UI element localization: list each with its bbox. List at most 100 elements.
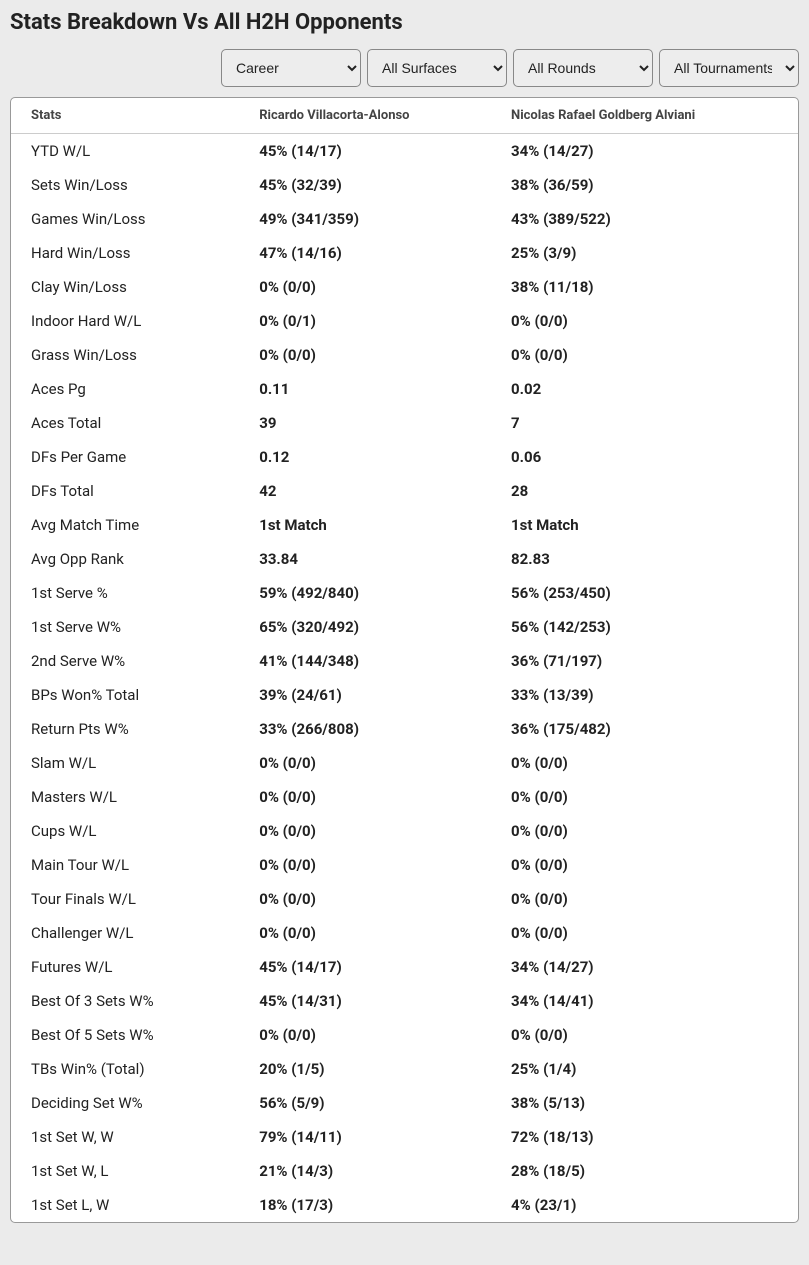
stat-value-player2: 0% (0/0) [491,814,798,848]
stat-label: DFs Per Game [11,440,239,474]
table-row: DFs Per Game0.120.06 [11,440,798,474]
stat-value-player1: 0% (0/0) [239,1018,491,1052]
stat-value-player2: 25% (1/4) [491,1052,798,1086]
stat-value-player1: 0% (0/0) [239,338,491,372]
stat-label: Avg Match Time [11,508,239,542]
filters-row: Career All Surfaces All Rounds All Tourn… [10,49,799,87]
stat-value-player1: 0% (0/0) [239,270,491,304]
stat-value-player2: 0% (0/0) [491,916,798,950]
table-row: 1st Set W, L21% (14/3)28% (18/5) [11,1154,798,1188]
stat-label: Games Win/Loss [11,202,239,236]
stat-label: Clay Win/Loss [11,270,239,304]
col-header-player1: Ricardo Villacorta-Alonso [239,98,491,134]
stat-value-player2: 34% (14/27) [491,950,798,984]
stat-value-player1: 33.84 [239,542,491,576]
stat-label: Cups W/L [11,814,239,848]
stat-label: 1st Set W, W [11,1120,239,1154]
stat-value-player1: 0% (0/0) [239,916,491,950]
stat-value-player1: 45% (14/17) [239,950,491,984]
stat-label: 2nd Serve W% [11,644,239,678]
stat-value-player1: 0% (0/0) [239,882,491,916]
stat-value-player1: 33% (266/808) [239,712,491,746]
stat-label: Best Of 3 Sets W% [11,984,239,1018]
table-row: Deciding Set W%56% (5/9)38% (5/13) [11,1086,798,1120]
stat-label: Deciding Set W% [11,1086,239,1120]
stat-value-player2: 0% (0/0) [491,1018,798,1052]
filter-career[interactable]: Career [221,49,361,87]
stat-value-player2: 38% (36/59) [491,168,798,202]
stat-value-player1: 0.12 [239,440,491,474]
stat-value-player2: 82.83 [491,542,798,576]
stat-value-player2: 34% (14/27) [491,134,798,169]
stat-label: Challenger W/L [11,916,239,950]
table-row: YTD W/L45% (14/17)34% (14/27) [11,134,798,169]
table-row: Grass Win/Loss0% (0/0)0% (0/0) [11,338,798,372]
table-row: Sets Win/Loss45% (32/39)38% (36/59) [11,168,798,202]
stat-value-player1: 59% (492/840) [239,576,491,610]
table-row: Challenger W/L0% (0/0)0% (0/0) [11,916,798,950]
stat-value-player1: 79% (14/11) [239,1120,491,1154]
stat-value-player1: 56% (5/9) [239,1086,491,1120]
filter-rounds[interactable]: All Rounds [513,49,653,87]
stat-label: Aces Total [11,406,239,440]
table-row: Masters W/L0% (0/0)0% (0/0) [11,780,798,814]
stat-value-player2: 56% (142/253) [491,610,798,644]
stat-label: Avg Opp Rank [11,542,239,576]
filter-tournaments[interactable]: All Tournaments [659,49,799,87]
stat-value-player1: 0% (0/1) [239,304,491,338]
stat-value-player1: 0.11 [239,372,491,406]
stat-value-player2: 0% (0/0) [491,780,798,814]
filter-surfaces[interactable]: All Surfaces [367,49,507,87]
stat-label: Sets Win/Loss [11,168,239,202]
table-header-row: Stats Ricardo Villacorta-Alonso Nicolas … [11,98,798,134]
stat-label: Best Of 5 Sets W% [11,1018,239,1052]
table-row: Avg Opp Rank33.8482.83 [11,542,798,576]
table-row: Aces Pg0.110.02 [11,372,798,406]
stat-value-player1: 45% (14/17) [239,134,491,169]
stat-label: 1st Serve % [11,576,239,610]
stat-label: Aces Pg [11,372,239,406]
stats-table: Stats Ricardo Villacorta-Alonso Nicolas … [11,98,798,1222]
stat-value-player1: 45% (32/39) [239,168,491,202]
table-row: Best Of 5 Sets W%0% (0/0)0% (0/0) [11,1018,798,1052]
stat-label: 1st Set W, L [11,1154,239,1188]
stat-label: BPs Won% Total [11,678,239,712]
stat-value-player2: 0% (0/0) [491,848,798,882]
stat-value-player1: 0% (0/0) [239,746,491,780]
stat-value-player1: 47% (14/16) [239,236,491,270]
table-row: Slam W/L0% (0/0)0% (0/0) [11,746,798,780]
page-title: Stats Breakdown Vs All H2H Opponents [10,10,799,35]
col-header-player2: Nicolas Rafael Goldberg Alviani [491,98,798,134]
stat-value-player2: 0% (0/0) [491,304,798,338]
stat-value-player1: 18% (17/3) [239,1188,491,1222]
col-header-stats: Stats [11,98,239,134]
stat-label: Slam W/L [11,746,239,780]
stat-label: Main Tour W/L [11,848,239,882]
table-row: Games Win/Loss49% (341/359)43% (389/522) [11,202,798,236]
table-row: Main Tour W/L0% (0/0)0% (0/0) [11,848,798,882]
stat-label: TBs Win% (Total) [11,1052,239,1086]
table-row: DFs Total4228 [11,474,798,508]
stat-value-player1: 42 [239,474,491,508]
stat-value-player2: 38% (11/18) [491,270,798,304]
table-row: Tour Finals W/L0% (0/0)0% (0/0) [11,882,798,916]
stat-label: Hard Win/Loss [11,236,239,270]
table-row: BPs Won% Total39% (24/61)33% (13/39) [11,678,798,712]
stat-value-player2: 0.06 [491,440,798,474]
stat-label: Grass Win/Loss [11,338,239,372]
stat-value-player1: 39% (24/61) [239,678,491,712]
table-row: Cups W/L0% (0/0)0% (0/0) [11,814,798,848]
stat-label: Tour Finals W/L [11,882,239,916]
stat-value-player2: 0.02 [491,372,798,406]
table-row: Futures W/L45% (14/17)34% (14/27) [11,950,798,984]
stat-value-player1: 0% (0/0) [239,780,491,814]
stat-value-player1: 49% (341/359) [239,202,491,236]
table-row: 1st Serve W%65% (320/492)56% (142/253) [11,610,798,644]
stat-value-player2: 0% (0/0) [491,746,798,780]
stat-value-player1: 39 [239,406,491,440]
stat-value-player2: 0% (0/0) [491,882,798,916]
table-row: TBs Win% (Total)20% (1/5)25% (1/4) [11,1052,798,1086]
stat-value-player2: 1st Match [491,508,798,542]
stat-value-player2: 7 [491,406,798,440]
table-row: Best Of 3 Sets W%45% (14/31)34% (14/41) [11,984,798,1018]
